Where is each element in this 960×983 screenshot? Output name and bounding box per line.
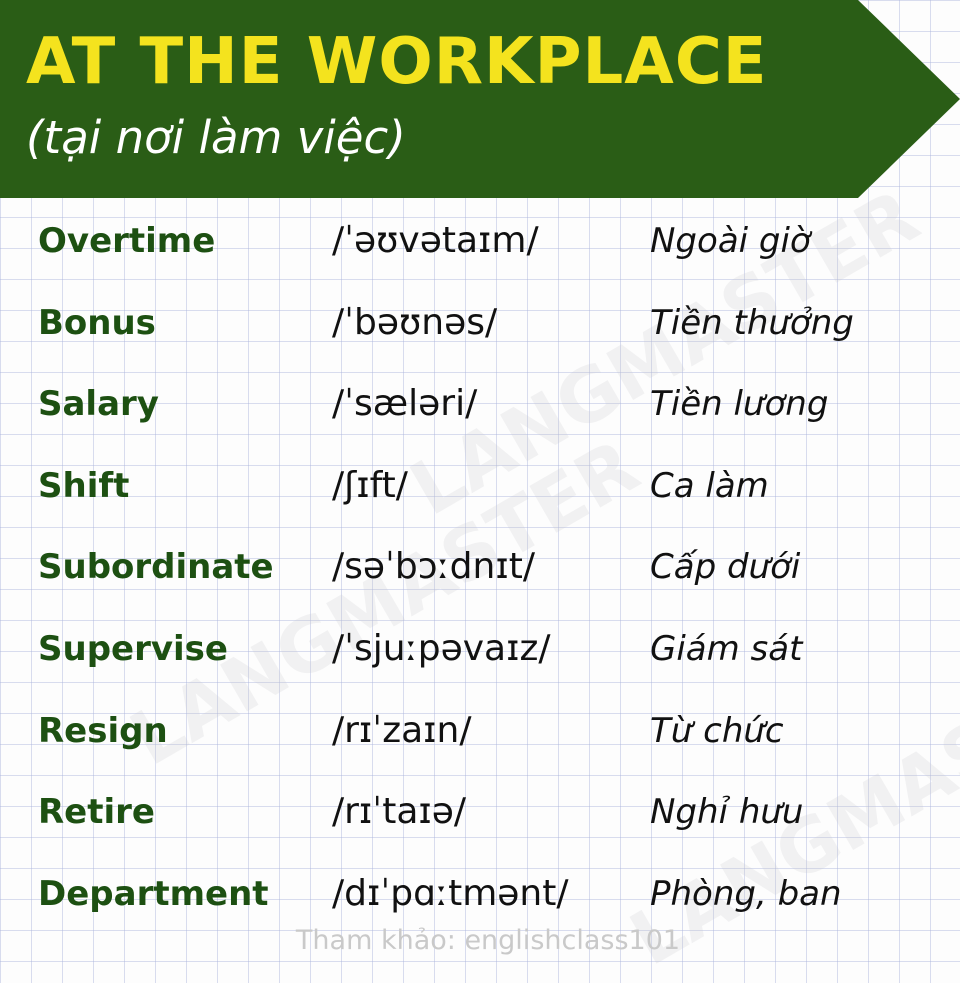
vocab-word: Retire <box>38 792 155 833</box>
source-credit: Tham khảo: englishclass101 <box>295 925 681 956</box>
vocab-row: Department /dɪˈpɑːtmənt/ Phòng, ban <box>0 855 960 937</box>
vocab-ipa: /ˈbəʊnəs/ <box>332 301 498 343</box>
vocab-word: Supervise <box>38 628 228 669</box>
vocab-row: Shift /ʃɪft/ Ca làm <box>0 447 960 529</box>
vocab-meaning: Ca làm <box>650 465 769 506</box>
vocab-row: Resign /rɪˈzaɪn/ Từ chức <box>0 692 960 774</box>
page-subtitle: (tại nơi làm việc) <box>26 111 406 164</box>
vocab-ipa: /rɪˈtaɪə/ <box>332 791 467 833</box>
vocabulary-list: Overtime /ˈəʊvətaɪm/ Ngoài giờ Bonus /ˈb… <box>0 202 960 936</box>
vocab-ipa: /ˈsæləri/ <box>332 383 478 425</box>
banner-arrow-shape <box>0 0 960 198</box>
vocab-meaning: Phòng, ban <box>650 873 842 914</box>
vocab-word: Resign <box>38 710 168 751</box>
vocab-meaning: Cấp dưới <box>650 547 801 588</box>
vocab-ipa: /rɪˈzaɪn/ <box>332 709 472 751</box>
vocab-meaning: Tiền lương <box>650 384 829 425</box>
vocab-word: Shift <box>38 465 130 506</box>
vocab-word: Subordinate <box>38 547 274 588</box>
vocab-row: Overtime /ˈəʊvətaɪm/ Ngoài giờ <box>0 202 960 284</box>
vocab-row: Subordinate /səˈbɔːdnɪt/ Cấp dưới <box>0 528 960 610</box>
vocab-word: Salary <box>38 384 159 425</box>
vocab-row: Bonus /ˈbəʊnəs/ Tiền thưởng <box>0 284 960 366</box>
vocab-word: Department <box>38 873 269 914</box>
vocab-ipa: /ʃɪft/ <box>332 464 408 506</box>
header-banner: AT THE WORKPLACE (tại nơi làm việc) <box>0 0 960 198</box>
vocab-row: Salary /ˈsæləri/ Tiền lương <box>0 365 960 447</box>
vocab-meaning: Tiền thưởng <box>650 302 854 343</box>
vocab-meaning: Nghỉ hưu <box>650 792 804 833</box>
vocab-ipa: /ˈsjuːpəvaɪz/ <box>332 627 551 669</box>
vocab-word: Bonus <box>38 302 156 343</box>
vocab-row: Supervise /ˈsjuːpəvaɪz/ Giám sát <box>0 610 960 692</box>
vocab-ipa: /ˈəʊvətaɪm/ <box>332 220 539 261</box>
vocab-ipa: /dɪˈpɑːtmənt/ <box>332 872 569 914</box>
vocab-meaning: Giám sát <box>650 628 803 669</box>
vocab-row: Retire /rɪˈtaɪə/ Nghỉ hưu <box>0 773 960 855</box>
vocab-meaning: Từ chức <box>650 710 784 751</box>
page-title: AT THE WORKPLACE <box>26 25 768 99</box>
vocab-word: Overtime <box>38 221 216 261</box>
vocab-meaning: Ngoài giờ <box>650 221 811 261</box>
vocab-ipa: /səˈbɔːdnɪt/ <box>332 546 535 588</box>
